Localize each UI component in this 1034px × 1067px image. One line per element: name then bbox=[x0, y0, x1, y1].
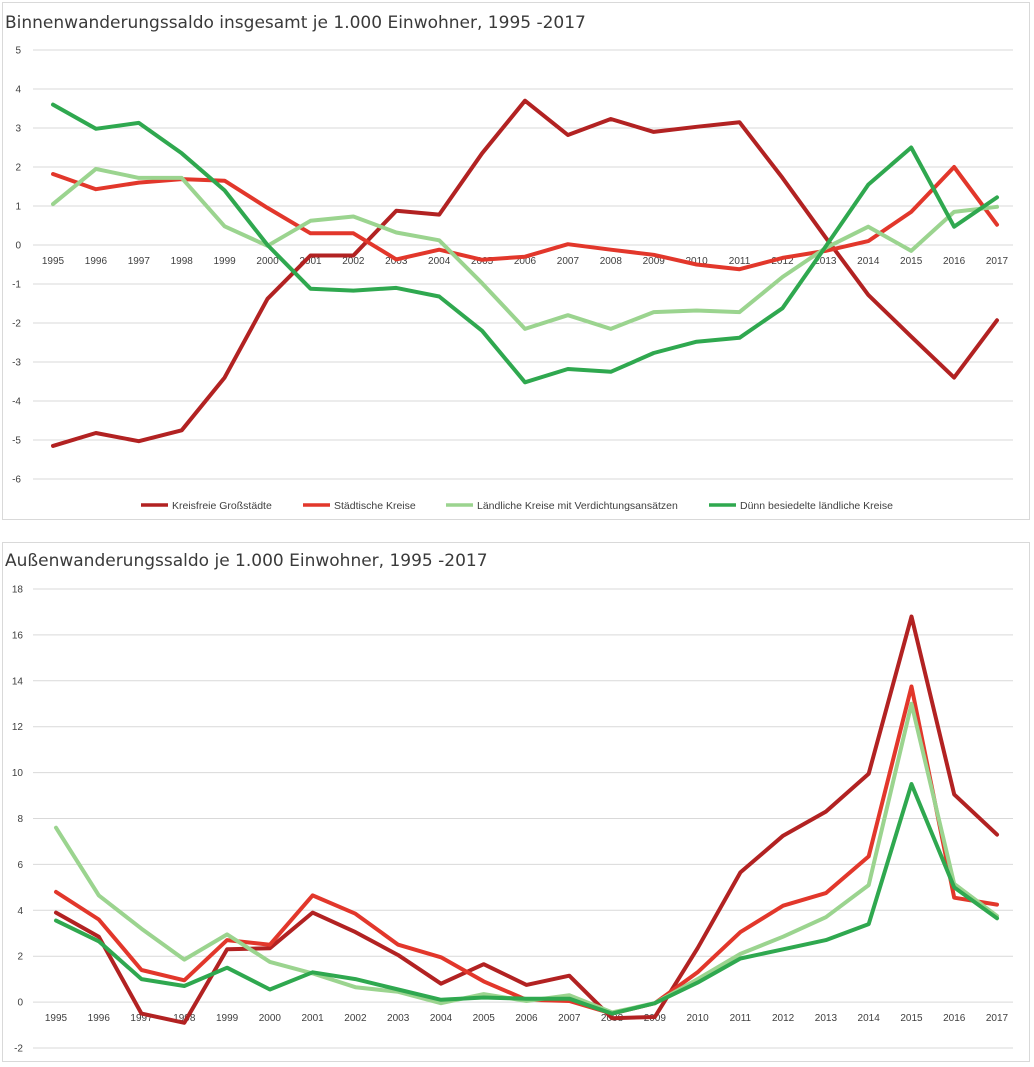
y-tick-label: 10 bbox=[12, 768, 24, 779]
x-tick-label: 2013 bbox=[814, 256, 837, 267]
chart-binnenwanderung: 5 4 3 2 1 0 -1 -2 -3 -4 -5 -6 1995 1996 1997 1998 1999 20… bbox=[12, 46, 1013, 512]
x-tick-label: 2000 bbox=[259, 1013, 282, 1024]
y-tick-label: 8 bbox=[17, 814, 23, 825]
x-tick-label: 2011 bbox=[729, 256, 751, 267]
y-axis-ticks: 18 16 14 12 10 8 6 4 2 0 -2 bbox=[12, 585, 24, 1055]
x-tick-label: 2003 bbox=[385, 256, 408, 267]
x-tick-label: 2010 bbox=[686, 256, 709, 267]
y-tick-label: -2 bbox=[14, 1044, 23, 1055]
x-tick-label: 2013 bbox=[815, 1013, 838, 1024]
series-line-4 bbox=[54, 782, 999, 1016]
x-tick-label: 2000 bbox=[256, 256, 279, 267]
y-tick-label: -5 bbox=[12, 436, 21, 447]
x-tick-label: 2012 bbox=[772, 1013, 795, 1024]
y-tick-label: 4 bbox=[15, 85, 21, 96]
x-tick-label: 2017 bbox=[986, 1013, 1009, 1024]
chart-title: Außenwanderungssaldo je 1.000 Einwohner,… bbox=[5, 551, 488, 571]
x-tick-label: 2006 bbox=[514, 256, 537, 267]
chart-panel-aussenwanderung: Außenwanderungssaldo je 1.000 Einwohner,… bbox=[2, 542, 1030, 1062]
x-tick-label: 2001 bbox=[302, 1013, 325, 1024]
y-tick-label: 1 bbox=[15, 202, 21, 213]
x-tick-label: 2005 bbox=[473, 1013, 496, 1024]
x-tick-label: 2010 bbox=[686, 1013, 709, 1024]
y-axis-ticks: 5 4 3 2 1 0 -1 -2 -3 -4 -5 -6 bbox=[12, 46, 21, 486]
series-line-2 bbox=[51, 165, 999, 272]
legend-label: Ländliche Kreise mit Verdichtungsansätze… bbox=[477, 500, 678, 512]
y-tick-label: 6 bbox=[17, 860, 23, 871]
y-tick-label: 14 bbox=[12, 676, 24, 687]
series-line-4 bbox=[51, 102, 999, 385]
series-line-3 bbox=[51, 166, 999, 331]
y-tick-label: -6 bbox=[12, 475, 21, 486]
x-tick-label: 2001 bbox=[299, 256, 322, 267]
x-tick-label: 2015 bbox=[900, 1013, 923, 1024]
x-tick-label: 2017 bbox=[986, 256, 1009, 267]
legend-item: Städtische Kreise bbox=[303, 500, 416, 512]
legend-item: Ländliche Kreise mit Verdichtungsansätze… bbox=[446, 500, 678, 512]
y-tick-label: -3 bbox=[12, 358, 21, 369]
series-lines bbox=[51, 98, 999, 448]
x-tick-label: 1999 bbox=[216, 1013, 239, 1024]
y-tick-label: 0 bbox=[17, 998, 23, 1009]
chart-title: Binnenwanderungssaldo insgesamt je 1.000… bbox=[5, 13, 586, 33]
chart-panel-binnenwanderung: Binnenwanderungssaldo insgesamt je 1.000… bbox=[2, 2, 1030, 520]
x-tick-label: 2003 bbox=[387, 1013, 410, 1024]
legend-label: Kreisfreie Großstädte bbox=[172, 500, 272, 512]
x-tick-label: 2004 bbox=[430, 1013, 453, 1024]
series-line-1 bbox=[54, 614, 999, 1025]
x-tick-label: 2006 bbox=[515, 1013, 538, 1024]
x-tick-label: 1998 bbox=[171, 256, 194, 267]
x-tick-label: 1997 bbox=[128, 256, 151, 267]
y-tick-label: -1 bbox=[12, 280, 21, 291]
y-tick-label: 2 bbox=[17, 952, 23, 963]
series-line-1 bbox=[51, 98, 999, 448]
legend-label: Städtische Kreise bbox=[334, 500, 416, 512]
x-tick-label: 1999 bbox=[214, 256, 237, 267]
x-tick-label: 2012 bbox=[771, 256, 794, 267]
legend-label: Dünn besiedelte ländliche Kreise bbox=[740, 500, 893, 512]
gridlines bbox=[33, 588, 1013, 1049]
y-tick-label: 0 bbox=[15, 241, 21, 252]
y-tick-label: 2 bbox=[15, 163, 21, 174]
x-tick-label: 1997 bbox=[130, 1013, 153, 1024]
x-tick-label: 2015 bbox=[900, 256, 923, 267]
y-tick-label: 5 bbox=[15, 46, 21, 57]
y-tick-label: 18 bbox=[12, 585, 24, 596]
x-tick-label: 1996 bbox=[88, 1013, 111, 1024]
y-tick-label: -4 bbox=[12, 397, 21, 408]
x-axis-ticks: 1995 1996 1997 1998 1999 2000 2001 2002 2003 2004… bbox=[45, 1013, 1009, 1024]
legend: Kreisfreie Großstädte Städtische Kreise Lä… bbox=[141, 500, 893, 512]
series-line-2 bbox=[54, 684, 999, 1016]
x-tick-label: 2014 bbox=[858, 1013, 881, 1024]
x-tick-label: 2007 bbox=[557, 256, 580, 267]
x-tick-label: 2016 bbox=[943, 256, 966, 267]
legend-item: Dünn besiedelte ländliche Kreise bbox=[709, 500, 893, 512]
x-tick-label: 2008 bbox=[600, 256, 623, 267]
y-tick-label: 3 bbox=[15, 124, 21, 135]
x-axis-ticks: 1995 1996 1997 1998 1999 2000 2001 2002 2003 2004… bbox=[42, 256, 1009, 267]
gridlines bbox=[33, 49, 1013, 480]
x-tick-label: 2002 bbox=[342, 256, 365, 267]
x-tick-label: 2016 bbox=[943, 1013, 966, 1024]
series-lines bbox=[54, 614, 999, 1025]
x-tick-label: 2014 bbox=[857, 256, 880, 267]
y-tick-label: -2 bbox=[12, 319, 21, 330]
y-tick-label: 16 bbox=[12, 630, 24, 641]
x-tick-label: 1995 bbox=[45, 1013, 68, 1024]
x-tick-label: 2007 bbox=[558, 1013, 581, 1024]
x-tick-label: 2011 bbox=[730, 1013, 752, 1024]
series-line-3 bbox=[54, 701, 999, 1015]
y-tick-label: 4 bbox=[17, 906, 23, 917]
x-tick-label: 2009 bbox=[643, 256, 666, 267]
x-tick-label: 1996 bbox=[85, 256, 108, 267]
x-tick-label: 1995 bbox=[42, 256, 65, 267]
legend-item: Kreisfreie Großstädte bbox=[141, 500, 272, 512]
x-tick-label: 2002 bbox=[344, 1013, 367, 1024]
x-tick-label: 2004 bbox=[428, 256, 451, 267]
y-tick-label: 12 bbox=[12, 722, 24, 733]
